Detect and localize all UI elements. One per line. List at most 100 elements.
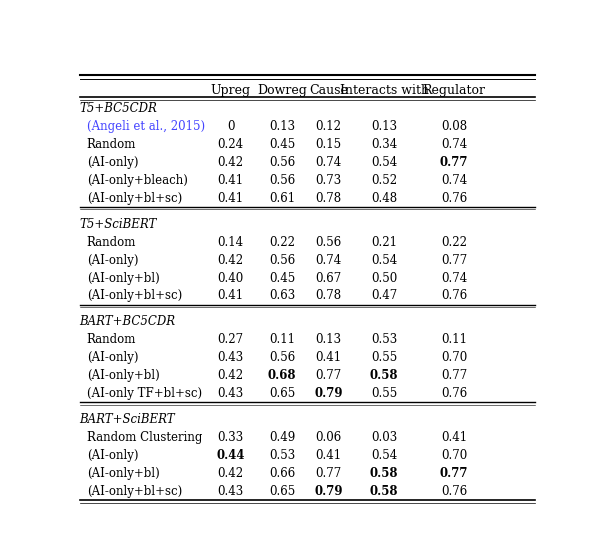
Text: Interacts with: Interacts with xyxy=(340,83,429,96)
Text: (AI-only+bl+sc): (AI-only+bl+sc) xyxy=(86,192,182,205)
Text: BART+BC5CDR: BART+BC5CDR xyxy=(80,315,176,328)
Text: 0.53: 0.53 xyxy=(269,449,295,462)
Text: 0.76: 0.76 xyxy=(441,192,467,205)
Text: Upreg: Upreg xyxy=(211,83,251,96)
Text: 0.41: 0.41 xyxy=(218,174,244,187)
Text: 0.45: 0.45 xyxy=(269,138,295,151)
Text: 0.33: 0.33 xyxy=(218,431,244,444)
Text: 0.03: 0.03 xyxy=(371,431,397,444)
Text: 0.76: 0.76 xyxy=(441,388,467,401)
Text: 0.78: 0.78 xyxy=(316,289,341,302)
Text: 0.55: 0.55 xyxy=(371,388,397,401)
Text: 0.66: 0.66 xyxy=(269,467,295,480)
Text: Random Clustering: Random Clustering xyxy=(86,431,202,444)
Text: 0.47: 0.47 xyxy=(371,289,397,302)
Text: 0.73: 0.73 xyxy=(316,174,341,187)
Text: 0.77: 0.77 xyxy=(440,467,468,480)
Text: 0.45: 0.45 xyxy=(269,272,295,285)
Text: 0.11: 0.11 xyxy=(269,333,295,346)
Text: 0.68: 0.68 xyxy=(268,369,296,382)
Text: 0.13: 0.13 xyxy=(269,120,295,133)
Text: 0.42: 0.42 xyxy=(218,467,244,480)
Text: (Angeli et al., 2015): (Angeli et al., 2015) xyxy=(86,120,205,133)
Text: 0.08: 0.08 xyxy=(441,120,467,133)
Text: 0.42: 0.42 xyxy=(218,254,244,267)
Text: 0.42: 0.42 xyxy=(218,156,244,169)
Text: 0.74: 0.74 xyxy=(441,272,467,285)
Text: 0.24: 0.24 xyxy=(218,138,244,151)
Text: 0.77: 0.77 xyxy=(441,369,467,382)
Text: (AI-only): (AI-only) xyxy=(86,254,138,267)
Text: 0.22: 0.22 xyxy=(441,236,467,249)
Text: 0.50: 0.50 xyxy=(371,272,397,285)
Text: 0.79: 0.79 xyxy=(314,485,343,498)
Text: (AI-only+bl): (AI-only+bl) xyxy=(86,369,160,382)
Text: 0.70: 0.70 xyxy=(441,449,467,462)
Text: 0.13: 0.13 xyxy=(316,333,341,346)
Text: 0.58: 0.58 xyxy=(370,467,398,480)
Text: 0.56: 0.56 xyxy=(316,236,341,249)
Text: (AI-only+bl): (AI-only+bl) xyxy=(86,272,160,285)
Text: 0.49: 0.49 xyxy=(269,431,295,444)
Text: 0.54: 0.54 xyxy=(371,449,397,462)
Text: Cause: Cause xyxy=(309,83,348,96)
Text: 0.34: 0.34 xyxy=(371,138,397,151)
Text: 0.41: 0.41 xyxy=(218,192,244,205)
Text: (AI-only TF+bl+sc): (AI-only TF+bl+sc) xyxy=(86,388,202,401)
Text: 0.55: 0.55 xyxy=(371,351,397,364)
Text: T5+BC5CDR: T5+BC5CDR xyxy=(80,102,158,115)
Text: 0.41: 0.41 xyxy=(441,431,467,444)
Text: 0.63: 0.63 xyxy=(269,289,295,302)
Text: 0.43: 0.43 xyxy=(218,485,244,498)
Text: 0.40: 0.40 xyxy=(218,272,244,285)
Text: (AI-only+bl+sc): (AI-only+bl+sc) xyxy=(86,485,182,498)
Text: 0.65: 0.65 xyxy=(269,485,295,498)
Text: 0.70: 0.70 xyxy=(441,351,467,364)
Text: 0.56: 0.56 xyxy=(269,254,295,267)
Text: 0.22: 0.22 xyxy=(269,236,295,249)
Text: 0.53: 0.53 xyxy=(371,333,397,346)
Text: 0.77: 0.77 xyxy=(316,369,341,382)
Text: 0.56: 0.56 xyxy=(269,174,295,187)
Text: (AI-only): (AI-only) xyxy=(86,351,138,364)
Text: 0.76: 0.76 xyxy=(441,289,467,302)
Text: Dowreg: Dowreg xyxy=(257,83,307,96)
Text: 0.77: 0.77 xyxy=(441,254,467,267)
Text: 0.48: 0.48 xyxy=(371,192,397,205)
Text: 0.58: 0.58 xyxy=(370,485,398,498)
Text: 0.42: 0.42 xyxy=(218,369,244,382)
Text: (AI-only+bleach): (AI-only+bleach) xyxy=(86,174,187,187)
Text: Regulator: Regulator xyxy=(422,83,485,96)
Text: Random: Random xyxy=(86,333,136,346)
Text: 0.61: 0.61 xyxy=(269,192,295,205)
Text: 0: 0 xyxy=(227,120,235,133)
Text: BART+SciBERT: BART+SciBERT xyxy=(80,414,175,427)
Text: 0.74: 0.74 xyxy=(441,138,467,151)
Text: 0.54: 0.54 xyxy=(371,156,397,169)
Text: 0.13: 0.13 xyxy=(371,120,397,133)
Text: 0.76: 0.76 xyxy=(441,485,467,498)
Text: 0.74: 0.74 xyxy=(316,156,341,169)
Text: 0.74: 0.74 xyxy=(316,254,341,267)
Text: (AI-only+bl+sc): (AI-only+bl+sc) xyxy=(86,289,182,302)
Text: 0.43: 0.43 xyxy=(218,351,244,364)
Text: Random: Random xyxy=(86,236,136,249)
Text: (AI-only): (AI-only) xyxy=(86,449,138,462)
Text: (AI-only): (AI-only) xyxy=(86,156,138,169)
Text: 0.54: 0.54 xyxy=(371,254,397,267)
Text: 0.58: 0.58 xyxy=(370,369,398,382)
Text: 0.06: 0.06 xyxy=(316,431,341,444)
Text: 0.41: 0.41 xyxy=(218,289,244,302)
Text: (AI-only+bl): (AI-only+bl) xyxy=(86,467,160,480)
Text: T5+SciBERT: T5+SciBERT xyxy=(80,218,157,231)
Text: 0.43: 0.43 xyxy=(218,388,244,401)
Text: 0.56: 0.56 xyxy=(269,156,295,169)
Text: 0.77: 0.77 xyxy=(316,467,341,480)
Text: 0.44: 0.44 xyxy=(217,449,245,462)
Text: 0.41: 0.41 xyxy=(316,449,341,462)
Text: 0.79: 0.79 xyxy=(314,388,343,401)
Text: 0.14: 0.14 xyxy=(218,236,244,249)
Text: 0.78: 0.78 xyxy=(316,192,341,205)
Text: Random: Random xyxy=(86,138,136,151)
Text: 0.56: 0.56 xyxy=(269,351,295,364)
